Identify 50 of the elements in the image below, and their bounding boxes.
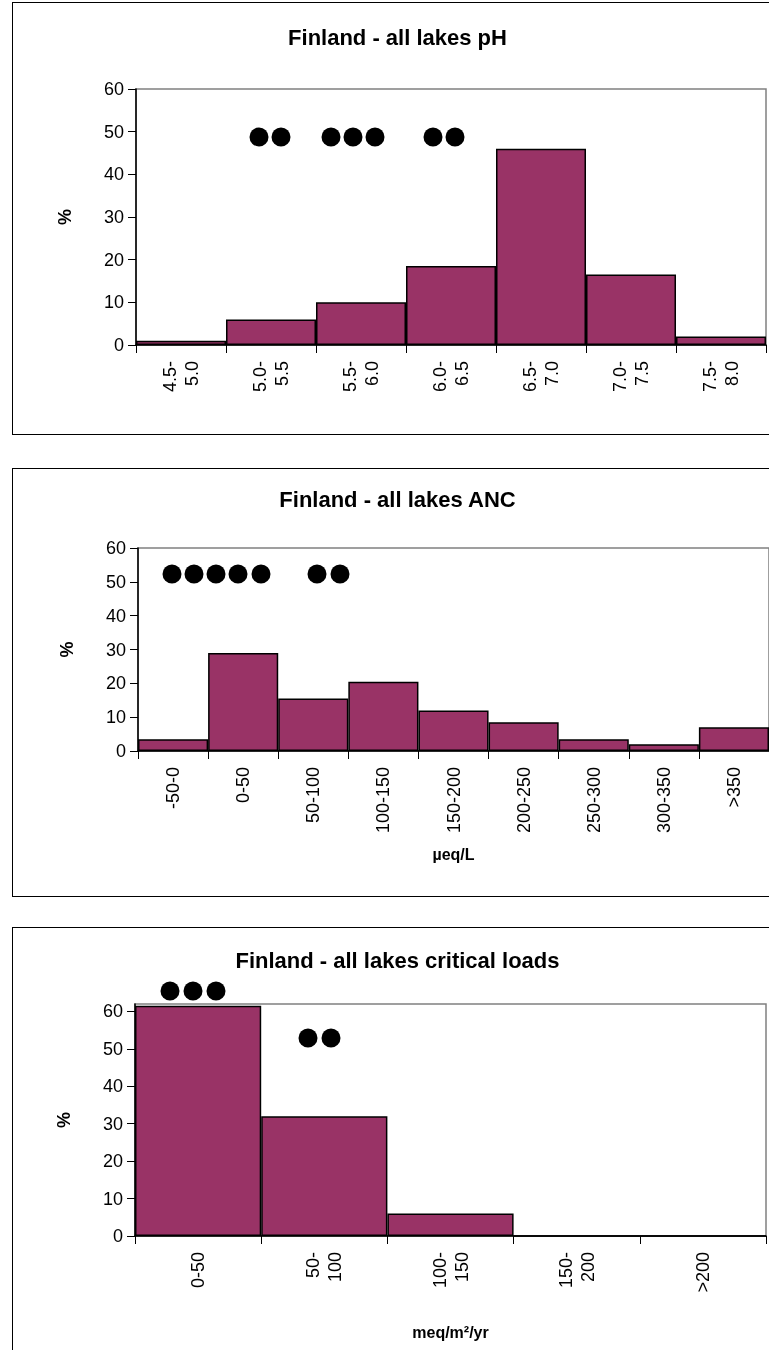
x-axis-title: meq/m²/yr [412, 1323, 489, 1341]
x-tick-label: 100-150 [373, 767, 394, 834]
y-tick-label: 20 [103, 249, 124, 270]
y-tick-label: 50 [103, 121, 124, 142]
x-tick-label: 150- 200 [555, 1252, 598, 1289]
x-tick-label: 5.0- 5.5 [250, 361, 292, 393]
x-tick-label: 0-50 [233, 767, 254, 804]
y-axis-title: % [57, 641, 77, 658]
x-tick-label: 7.0- 7.5 [610, 361, 652, 393]
x-tick-label: 100- 150 [429, 1252, 472, 1289]
y-tick-label: 40 [105, 605, 126, 626]
x-tick-label: 0-50 [188, 1252, 209, 1289]
y-tick-label: 50 [102, 1038, 123, 1059]
x-tick-label: 300-350 [653, 767, 674, 834]
x-tick-label: >200 [692, 1252, 713, 1293]
y-tick-label: 0 [112, 1226, 123, 1246]
y-tick-label: 0 [115, 741, 126, 761]
y-tick-label: 60 [102, 1001, 123, 1022]
y-tick-label: 50 [105, 571, 126, 592]
y-tick-label: 40 [102, 1076, 123, 1097]
x-tick-label: >350 [723, 767, 744, 808]
y-tick-label: 20 [102, 1151, 123, 1172]
x-tick-label: 200-250 [513, 767, 534, 834]
x-tick-label: 6.0- 6.5 [430, 361, 472, 393]
x-tick-label: 50-100 [303, 767, 324, 824]
y-tick-label: 60 [105, 538, 126, 558]
y-tick-label: 30 [105, 639, 126, 660]
y-tick-label: 0 [113, 335, 124, 355]
x-tick-label: 7.5- 8.0 [700, 361, 742, 393]
y-axis-title: % [55, 208, 75, 226]
chart-title: Finland - all lakes ANC [279, 486, 516, 512]
x-axis-title: µeq/L [432, 845, 475, 863]
chart-title: Finland - all lakes pH [288, 24, 507, 50]
x-tick-label: 150-200 [443, 767, 464, 834]
x-tick-label: 6.5- 7.0 [520, 361, 562, 393]
x-tick-label: 5.5- 6.0 [340, 361, 382, 393]
y-tick-label: 10 [103, 292, 124, 313]
y-tick-label: 20 [105, 673, 126, 694]
y-tick-label: 10 [105, 707, 126, 728]
y-tick-label: 60 [103, 79, 124, 99]
y-tick-label: 10 [102, 1188, 123, 1209]
y-tick-label: 30 [102, 1113, 123, 1134]
y-tick-label: 30 [103, 207, 124, 227]
x-tick-label: 4.5- 5.0 [160, 361, 202, 393]
chart-title: Finland - all lakes critical loads [235, 947, 560, 973]
x-tick-label: -50-0 [163, 767, 184, 810]
x-tick-label: 50- 100 [303, 1251, 346, 1283]
y-axis-title: % [54, 1111, 74, 1129]
y-tick-label: 40 [103, 164, 124, 185]
x-tick-label: 250-300 [583, 767, 604, 834]
